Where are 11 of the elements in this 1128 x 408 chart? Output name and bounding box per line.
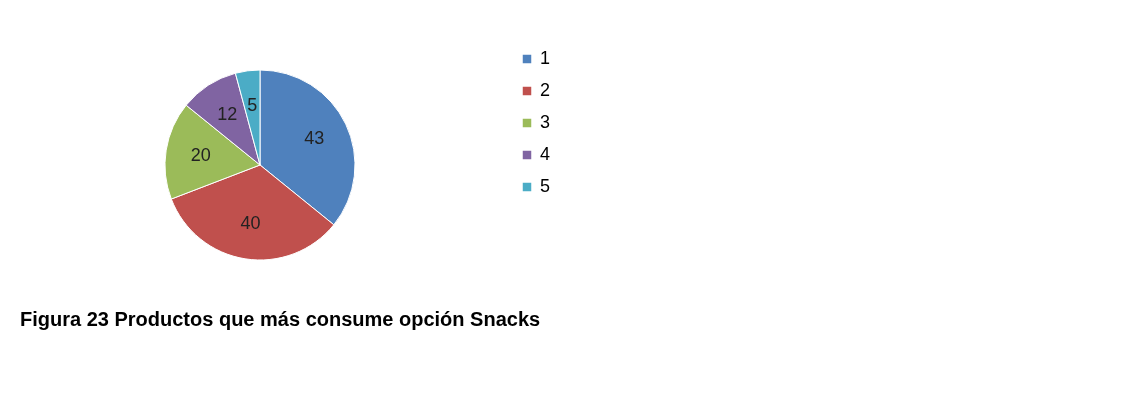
legend-label: 1 <box>540 48 551 68</box>
data-label: 40 <box>240 213 261 234</box>
data-label: 5 <box>247 94 258 115</box>
text: Figura 23 Productos que más consume opción Snacks <box>20 308 541 330</box>
data-label: 20 <box>190 144 211 165</box>
data-label: 12 <box>217 103 238 124</box>
data-label: 43 <box>304 128 325 149</box>
legend-label: 2 <box>540 80 551 100</box>
legend-label: 3 <box>540 112 551 132</box>
legend-label: 4 <box>540 144 551 164</box>
legend-label: 5 <box>540 176 551 196</box>
